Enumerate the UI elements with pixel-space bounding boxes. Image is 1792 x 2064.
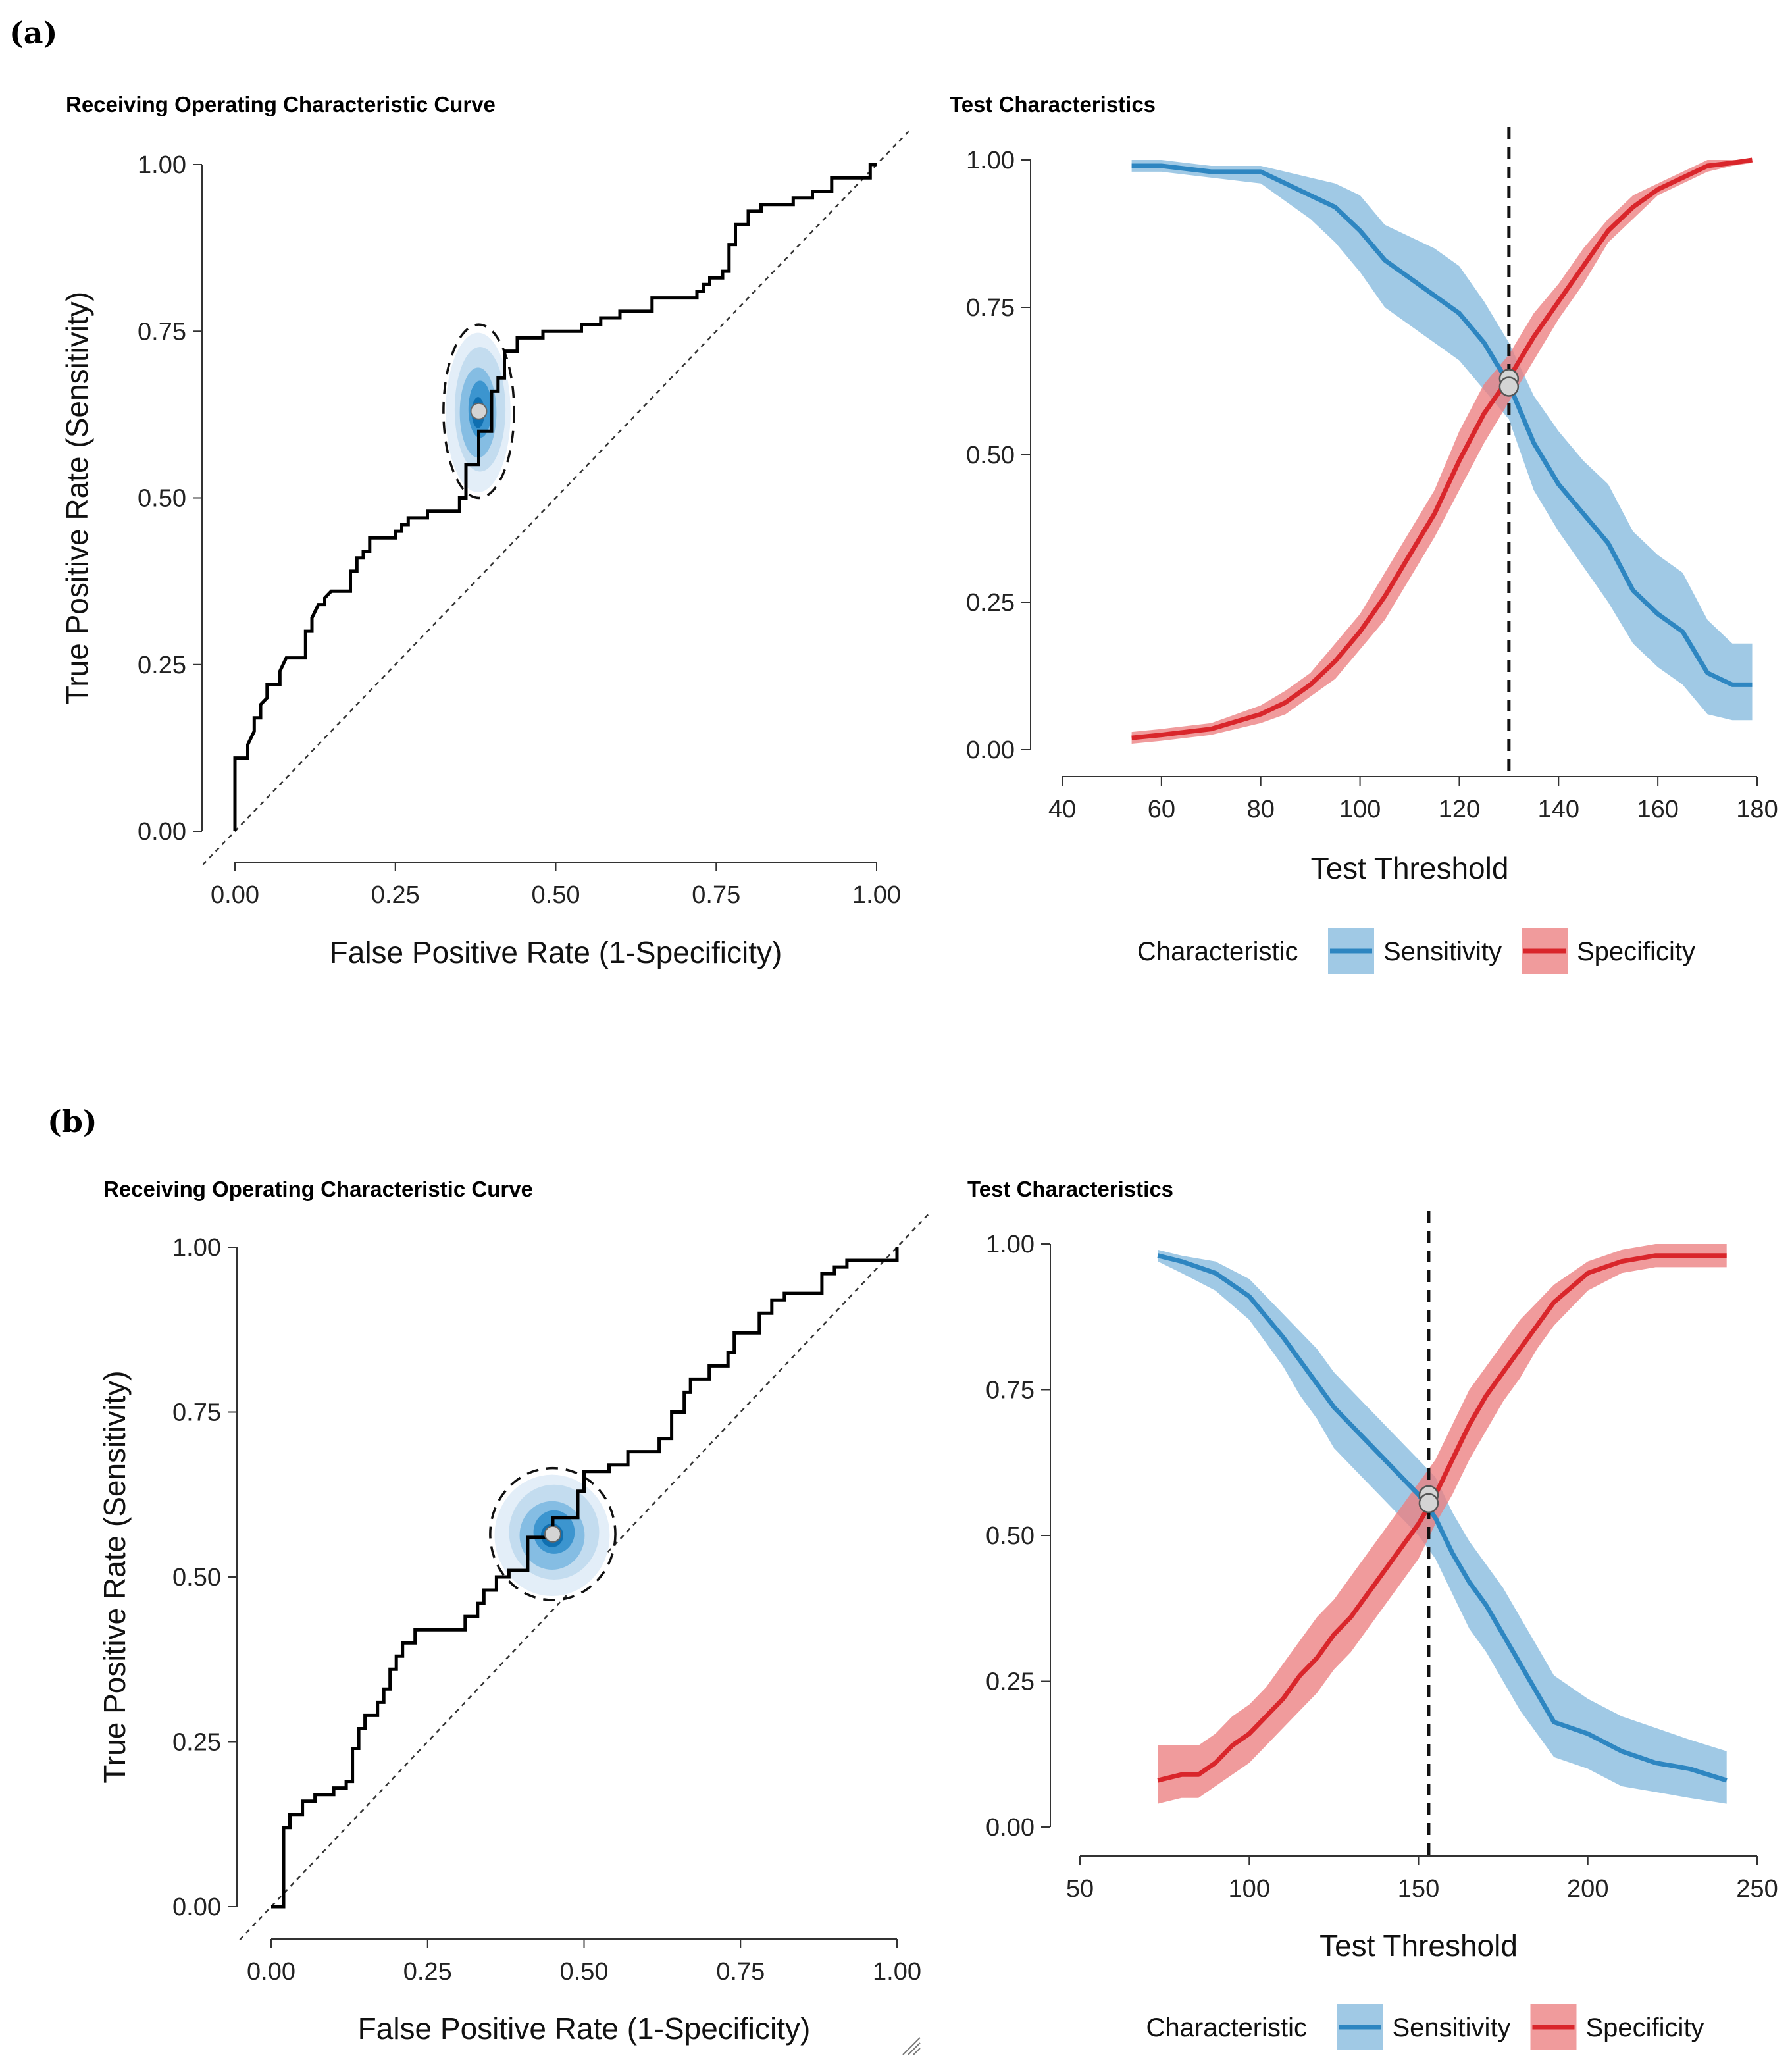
y-axis-title-a: True Positive Rate (Sensitivity)	[60, 292, 94, 704]
legend-title-b: Characteristic	[1146, 2013, 1308, 2042]
line-specificity-b	[1157, 1253, 1727, 1783]
x-tick-label-a-3: 0.75	[692, 881, 740, 909]
optimal-point-a	[470, 402, 488, 420]
x-tick-label-a-4: 120	[1439, 796, 1480, 823]
x-tick-label-b-4: 250	[1736, 1875, 1778, 1903]
roc-curve-a	[233, 163, 877, 831]
y-tick-label-b-2: 0.50	[172, 1564, 221, 1591]
panel-label-b: (b)	[47, 1104, 97, 1139]
chance-diagonal-a	[202, 130, 909, 865]
roc-title-a: Receiving Operating Characteristic Curve	[66, 92, 496, 116]
test-characteristics-chart-b: Test Characteristics 0.00 0.25 0.50 0.75 1.00…	[967, 1177, 1778, 2050]
band-specificity-b	[1158, 1244, 1727, 1804]
roc-chart-b: Receiving Operating Characteristic Curve…	[97, 1177, 929, 2046]
y-tick-label-a-0: 0.00	[138, 818, 186, 846]
x-axis-title-a: False Positive Rate (1-Specificity)	[330, 935, 782, 969]
credible-region-boundary-b	[489, 1466, 617, 1601]
y-tick-label-a-1: 0.25	[138, 652, 186, 679]
y-tick-label-a-4: 1.00	[966, 147, 1015, 174]
x-tick-label-a-2: 80	[1247, 796, 1275, 823]
optimal-point-b	[544, 1525, 561, 1543]
roc-title-b: Receiving Operating Characteristic Curve	[103, 1177, 533, 1201]
panel-label-a: (a)	[9, 15, 57, 51]
x-tick-label-b-1: 0.25	[403, 1958, 452, 1986]
x-tick-label-a-0: 0.00	[211, 881, 259, 909]
y-tick-label-b-1: 0.25	[172, 1729, 221, 1757]
legend-label-sensitivity-b: Sensitivity	[1393, 2013, 1511, 2042]
x-tick-label-b-3: 0.75	[716, 1958, 765, 1986]
tc-title-a: Test Characteristics	[950, 92, 1156, 116]
y-tick-label-a-2: 0.50	[966, 442, 1015, 469]
y-tick-label-a-2: 0.50	[138, 485, 186, 513]
x-axis-title-a: Test Threshold	[1311, 851, 1509, 885]
y-tick-label-b-3: 0.75	[172, 1399, 221, 1427]
y-tick-label-a-1: 0.25	[966, 589, 1015, 617]
credible-region-boundary-a	[442, 323, 515, 500]
x-tick-label-b-2: 0.50	[560, 1958, 609, 1986]
tc-title-b: Test Characteristics	[967, 1177, 1173, 1201]
roc-curve-b	[271, 1247, 899, 1909]
x-tick-label-b-3: 200	[1567, 1875, 1608, 1903]
y-tick-label-b-3: 0.75	[986, 1377, 1035, 1405]
y-tick-label-b-1: 0.25	[986, 1668, 1035, 1696]
test-characteristics-chart-a: Test Characteristics 0.00 0.25 0.50 0.75 1.00…	[950, 92, 1778, 974]
x-tick-label-a-1: 0.25	[371, 881, 420, 909]
y-tick-label-b-2: 0.50	[986, 1522, 1035, 1550]
legend-label-specificity-a: Specificity	[1577, 937, 1695, 966]
legend-title-a: Characteristic	[1137, 937, 1298, 966]
y-tick-label-b-4: 1.00	[986, 1231, 1035, 1258]
x-tick-label-b-1: 100	[1229, 1875, 1270, 1903]
y-tick-label-a-0: 0.00	[966, 736, 1015, 764]
x-tick-label-b-0: 50	[1066, 1875, 1094, 1903]
y-tick-label-b-4: 1.00	[172, 1234, 221, 1262]
y-tick-label-a-4: 1.00	[138, 151, 186, 179]
x-tick-label-a-2: 0.50	[532, 881, 580, 909]
crossing-point-lower-b	[1418, 1493, 1439, 1514]
x-tick-label-b-4: 1.00	[873, 1958, 921, 1986]
x-tick-label-a-5: 140	[1538, 796, 1579, 823]
x-tick-label-a-3: 100	[1339, 796, 1381, 823]
x-tick-label-a-6: 160	[1637, 796, 1678, 823]
x-tick-label-a-0: 40	[1048, 796, 1076, 823]
line-specificity-a	[1131, 157, 1753, 740]
y-tick-label-b-0: 0.00	[986, 1814, 1035, 1842]
x-tick-label-b-0: 0.00	[247, 1958, 295, 1986]
x-axis-title-b: Test Threshold	[1319, 1928, 1518, 1963]
y-axis-title-b: True Positive Rate (Sensitivity)	[97, 1370, 132, 1783]
x-tick-label-a-7: 180	[1736, 796, 1778, 823]
x-axis-title-b: False Positive Rate (1-Specificity)	[358, 2011, 811, 2046]
resize-grip-icon	[902, 2037, 921, 2055]
x-tick-label-a-4: 1.00	[852, 881, 901, 909]
y-tick-label-a-3: 0.75	[966, 294, 1015, 322]
line-sensitivity-a	[1131, 163, 1753, 687]
x-tick-label-b-2: 150	[1398, 1875, 1439, 1903]
y-tick-label-a-3: 0.75	[138, 318, 186, 346]
band-sensitivity-a	[1131, 160, 1753, 721]
x-tick-label-a-1: 60	[1148, 796, 1175, 823]
legend-label-specificity-b: Specificity	[1586, 2013, 1704, 2042]
y-tick-label-b-0: 0.00	[172, 1894, 221, 1921]
crossing-point-lower-a	[1498, 376, 1520, 397]
legend-label-sensitivity-a: Sensitivity	[1383, 937, 1502, 966]
roc-chart-a: Receiving Operating Characteristic Curve…	[60, 92, 909, 969]
